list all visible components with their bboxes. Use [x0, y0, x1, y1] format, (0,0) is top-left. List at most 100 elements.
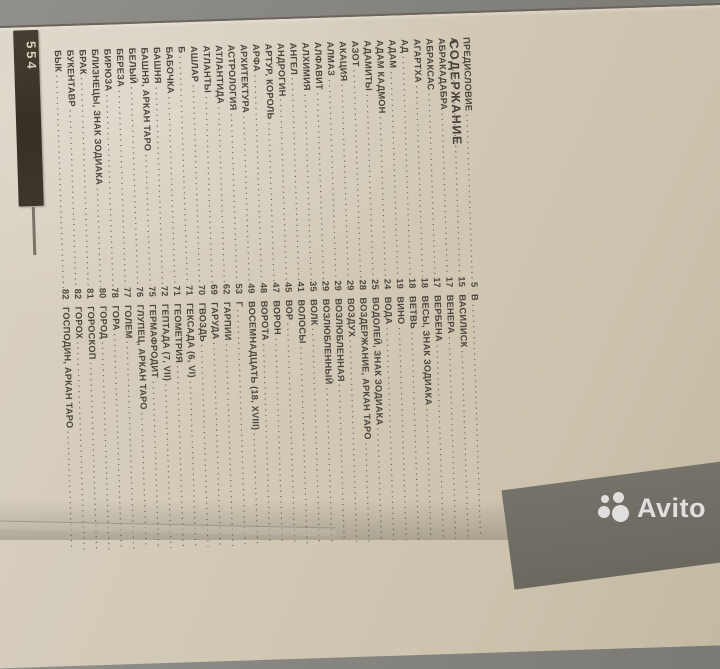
- toc-left-page-number: 24: [382, 279, 393, 290]
- toc-right-title: ГВОЗДЬ: [197, 302, 209, 343]
- avito-watermark-text: Avito: [637, 492, 706, 523]
- toc-left-title: АТЛАНТЫ: [201, 45, 213, 94]
- toc-left-title: БЕЛЫЙ: [127, 47, 139, 85]
- toc-left-title: А: [449, 37, 460, 45]
- toc-right-title: ВОЛОСЫ: [296, 299, 308, 344]
- toc-right-title: ВОРОТА: [259, 300, 271, 341]
- toc-left-page-number: 17: [444, 277, 455, 288]
- toc-right-title: ВОДА: [382, 296, 394, 325]
- toc-right-title: ВОРОН: [271, 300, 283, 336]
- toc-right-title: ВИНО: [395, 296, 407, 325]
- toc-left-page-number: 82: [60, 289, 71, 301]
- toc-left-title: ПРЕДИСЛОВИЕ: [461, 36, 474, 112]
- toc-left-title: АЗОТ: [349, 40, 361, 67]
- toc-left-title: БАШНЯ, АРКАН ТАРО: [139, 47, 153, 152]
- toc-left-title: АНГЕЛ: [288, 42, 300, 76]
- toc-right-title: ВЕСЫ, ЗНАК ЗОДИАКА: [420, 295, 434, 406]
- toc-left-title: БАБОЧКА: [164, 46, 176, 94]
- toc-left-title: БУКЕНТАВР: [65, 49, 77, 108]
- toc-left-page-number: 70: [196, 284, 207, 296]
- toc-left-page-number: 18: [407, 278, 418, 290]
- toc-right-title: В: [469, 293, 480, 302]
- toc-left-title: АСТРОЛОГИЯ: [226, 44, 239, 111]
- toc-left-page-number: 77: [122, 287, 133, 299]
- toc-right-title: ГАРУДА: [209, 302, 221, 340]
- toc-left-title: АД: [399, 38, 410, 54]
- toc-left-title: АРХИТЕКТУРА: [238, 44, 251, 114]
- toc-left-page-number: 71: [184, 285, 195, 297]
- toc-right-title: ГЕРМАФРОДИТ: [147, 304, 160, 379]
- toc-left-page-number: 41: [295, 281, 306, 293]
- toc-left-page-number: 28: [357, 279, 368, 291]
- toc-left-title: АРТУР, КОРОЛЬ: [263, 43, 276, 120]
- toc-left-page-number: 48: [258, 282, 269, 294]
- toc-left-page-number: 15: [456, 276, 467, 288]
- toc-left-page-number: 29: [332, 280, 344, 292]
- toc-left-page-number: 82: [72, 288, 84, 300]
- toc-left-title: АЛФАВИТ: [312, 41, 325, 91]
- toc-left-title: БЫК: [52, 50, 64, 73]
- toc-right-title: ГОРОХ: [73, 306, 85, 340]
- toc-left-title: АШЛАР: [188, 45, 201, 83]
- toc-right-title: ВОЗЛЮБЛЕННЫЙ: [320, 298, 334, 385]
- toc-left-title: БЕРЕЗА: [114, 48, 126, 88]
- toc-left-page-number: 29: [345, 280, 356, 292]
- toc-left-page-number: 45: [283, 282, 294, 294]
- toc-left-title: АКАЦИЯ: [337, 40, 349, 82]
- toc-right-title: ВОЛК: [308, 299, 320, 326]
- toc-left-page-number: 76: [134, 286, 145, 298]
- toc-right-title: ВЕТВЬ: [407, 295, 419, 330]
- toc-left-page-number: 19: [394, 278, 406, 290]
- toc-left-page-number: 49: [246, 283, 257, 295]
- toc-left-title: АДАМИТЫ: [362, 40, 374, 92]
- toc-right-title: ГЕОМЕТРИЯ: [172, 303, 185, 364]
- toc-right-title: ГЛУПЕЦ, АРКАН ТАРО: [135, 304, 149, 411]
- toc-left-page-number: 29: [320, 280, 331, 292]
- toc-left-page-number: 72: [159, 286, 170, 298]
- chapter-tab-page-number: 554: [23, 40, 40, 72]
- toc-left-page-number: 81: [85, 288, 96, 300]
- chapter-tab-edge-line: [31, 207, 36, 256]
- toc-left-title: АБРАКАДАБРА: [436, 37, 449, 111]
- toc-right-title: ВОР: [283, 299, 295, 321]
- toc-left-page-number: 47: [270, 282, 282, 294]
- toc-right-title: ГОСПОДИН, АРКАН ТАРО: [60, 306, 75, 429]
- dot-leader: ........................................…: [143, 154, 156, 286]
- toc-left-page-number: 80: [97, 288, 108, 300]
- toc-left-title: АТЛАНТИДА: [213, 44, 226, 105]
- toc-right-title: ГОРОД: [98, 305, 110, 340]
- toc-left-title: БАШНЯ: [151, 46, 163, 84]
- toc-left-page-number: 75: [147, 286, 158, 298]
- toc-left-page-number: 62: [221, 284, 232, 296]
- chapter-tab: 554: [13, 29, 44, 207]
- toc-right-title: ГЕПТАДА (7, VII): [159, 303, 173, 382]
- toc-right-title: ВЕНЕРА: [444, 294, 457, 334]
- toc-left-title: Б: [176, 46, 187, 54]
- toc-left-page-number: 18: [419, 277, 430, 289]
- toc-left-page-number: 35: [308, 281, 319, 293]
- toc-left-title: АБРАКСАС: [424, 38, 436, 91]
- toc-left-title: АЛМАЗ: [325, 41, 337, 77]
- toc-left-title: БРАК: [77, 49, 89, 75]
- avito-logo-icon: [598, 492, 630, 524]
- toc-right-title: ВОЗДУХ: [345, 297, 358, 338]
- toc-right-title: ГОЛЕМ: [122, 304, 134, 339]
- toc-left-page-number: 25: [369, 279, 381, 291]
- table-of-contents: ПРЕДИСЛОВИЕ ............................…: [49, 37, 489, 552]
- toc-left-title: АГАРТХА: [411, 38, 424, 83]
- toc-right-title: ГОРА: [110, 305, 122, 331]
- toc-left-title: АДАМ: [387, 39, 399, 69]
- toc-left-title: АРФА: [250, 43, 262, 72]
- toc-left-page-number: 71: [171, 285, 183, 297]
- toc-right-title: ГАРПИИ: [221, 301, 234, 341]
- toc-left-title: АДАМ КАДМОН: [374, 39, 388, 114]
- toc-right-title: ВАСИЛИСК: [457, 294, 469, 348]
- toc-right-title: ВЕРБЕНА: [432, 295, 444, 343]
- toc-right-title: ГЕКСАДА (6, VI): [184, 302, 198, 378]
- toc-left-title: АЛХИМИЯ: [300, 42, 312, 91]
- toc-right-title: Г: [234, 301, 245, 308]
- toc-left-page-number: 78: [109, 287, 121, 299]
- toc-left-title: АНДРОГИН: [275, 42, 288, 97]
- toc-left-title: БИРЮЗА: [102, 48, 114, 92]
